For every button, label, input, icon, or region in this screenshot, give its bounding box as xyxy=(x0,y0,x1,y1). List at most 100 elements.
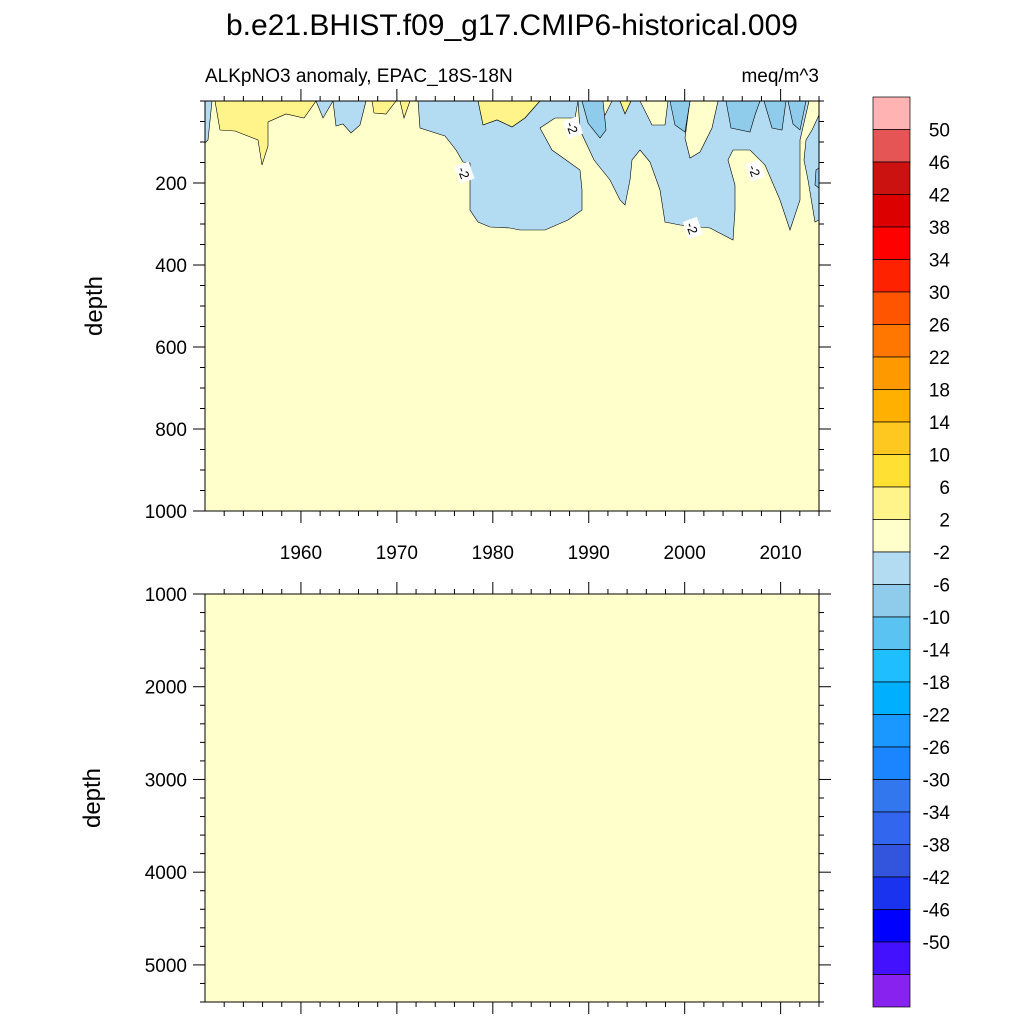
y-tick-label: 3000 xyxy=(145,770,187,791)
contour-label-text: -2 xyxy=(455,165,473,181)
top-panel-variable-label: ALKpNO3 anomaly, EPAC_18S-18N xyxy=(205,66,513,87)
chart-title: b.e21.BHIST.f09_g17.CMIP6-historical.009 xyxy=(226,9,798,42)
colorbar-swatch xyxy=(872,421,911,455)
contour-label-box xyxy=(745,159,766,182)
bottom-panel-y-axis-label: depth xyxy=(79,768,106,828)
x-tick-label: 2010 xyxy=(759,543,801,564)
contour-label: -2 xyxy=(682,216,703,239)
top-panel-axes: 200 400 600 800 1000 1960 1970 1980 1990 2000 2010 xyxy=(145,89,831,564)
y-tick-label: 800 xyxy=(155,420,187,441)
colorbar-swatch xyxy=(872,389,911,423)
colorbar-label: 18 xyxy=(929,381,950,402)
colorbar-swatch xyxy=(872,259,911,293)
negative-anomaly-region xyxy=(803,114,820,223)
colorbar-swatch xyxy=(872,746,911,780)
colorbar-swatch xyxy=(872,909,911,943)
y-tick-label: 600 xyxy=(155,338,187,359)
colorbar-swatch xyxy=(872,161,911,195)
contour-label-text: -2 xyxy=(563,120,581,136)
colorbar-label: 22 xyxy=(929,348,950,369)
negative-anomaly-region xyxy=(577,100,810,241)
colorbar-swatch xyxy=(872,876,911,910)
colorbar-label: 14 xyxy=(929,413,951,434)
colorbar-label: -10 xyxy=(923,608,950,629)
top-panel-y-axis-label: depth xyxy=(81,276,108,336)
top-contour-labels: -2 -2 -2 -2 xyxy=(454,116,766,239)
contour-label-text: -2 xyxy=(683,220,701,236)
y-tick-label: 1000 xyxy=(145,502,187,523)
positive-anomaly-region xyxy=(214,100,317,166)
colorbar-label: -42 xyxy=(923,868,950,889)
colorbar-swatch xyxy=(872,129,911,163)
colorbar-label: -18 xyxy=(923,673,950,694)
colorbar-swatch xyxy=(872,96,911,130)
colorbar-swatch xyxy=(872,226,911,260)
bottom-panel: depth 1000 2000 3000 4000 5000 xyxy=(79,582,831,1014)
colorbar-swatch xyxy=(872,291,911,325)
contour-label: -2 xyxy=(562,116,584,139)
colorbar-label: -50 xyxy=(923,933,950,954)
colorbar-swatch xyxy=(872,974,911,1008)
x-tick-label: 2000 xyxy=(664,543,706,564)
y-tick-label: 2000 xyxy=(145,678,187,699)
colorbar-label: 34 xyxy=(929,251,951,272)
top-panel-contours xyxy=(204,100,820,241)
colorbar-swatch xyxy=(872,454,911,488)
contour-label-box xyxy=(562,116,584,139)
colorbar-label: -22 xyxy=(923,706,950,727)
x-tick-label: 1970 xyxy=(376,543,418,564)
top-panel: -2 -2 -2 -2 ALKpNO3 anomaly, EPAC_18S-18N m… xyxy=(81,66,831,564)
colorbar-label: -34 xyxy=(923,803,951,824)
colorbar-label: -46 xyxy=(923,901,950,922)
y-tick-label: 4000 xyxy=(145,863,187,884)
colorbar-label: 30 xyxy=(929,283,950,304)
contour-label-box xyxy=(682,216,703,239)
colorbar-label: -30 xyxy=(923,771,950,792)
contour-label: -2 xyxy=(745,159,766,182)
colorbar-swatch xyxy=(872,616,911,650)
colorbar-swatch xyxy=(872,551,911,585)
colorbar-label: 38 xyxy=(929,218,950,239)
bottom-panel-background xyxy=(205,594,819,1002)
x-tick-label: 1980 xyxy=(472,543,514,564)
colorbar-swatch xyxy=(872,681,911,715)
top-panel-units-label: meq/m^3 xyxy=(741,66,819,87)
colorbar-swatch xyxy=(872,324,911,358)
colorbar-swatch xyxy=(872,779,911,813)
colorbar-label: -14 xyxy=(923,641,951,662)
colorbar-swatch xyxy=(872,941,911,975)
contour-label: -2 xyxy=(454,161,475,184)
colorbar-swatch xyxy=(872,811,911,845)
y-tick-label: 400 xyxy=(155,256,187,277)
bottom-panel-axes: 1000 2000 3000 4000 5000 xyxy=(145,582,831,1014)
colorbar-swatch xyxy=(872,194,911,228)
colorbar-swatch xyxy=(872,844,911,878)
colorbar-swatch xyxy=(872,519,911,553)
colorbar-label: -26 xyxy=(923,738,950,759)
colorbar-swatch xyxy=(872,649,911,683)
colorbar-label: -38 xyxy=(923,836,950,857)
negative-anomaly-region xyxy=(417,100,583,231)
colorbar-label: -2 xyxy=(933,543,950,564)
colorbar: 50 46 42 38 34 30 26 22 18 14 10 6 2 -2 -6 -10 -14 -18 -22… xyxy=(872,96,951,1008)
y-tick-label: 200 xyxy=(155,174,187,195)
colorbar-swatch xyxy=(872,584,911,618)
colorbar-label: 26 xyxy=(929,316,950,337)
x-tick-label: 1990 xyxy=(568,543,610,564)
contour-label-text: -2 xyxy=(745,163,763,179)
colorbar-swatch xyxy=(872,486,911,520)
colorbar-label: -6 xyxy=(933,576,950,597)
colorbar-label: 6 xyxy=(939,478,950,499)
colorbar-label: 2 xyxy=(939,511,950,532)
colorbar-label: 46 xyxy=(929,153,950,174)
x-tick-label: 1960 xyxy=(280,543,322,564)
colorbar-swatch xyxy=(872,714,911,748)
y-tick-label: 5000 xyxy=(145,956,187,977)
contour-label-box xyxy=(454,161,475,184)
colorbar-swatch xyxy=(872,356,911,390)
colorbar-label: 42 xyxy=(929,186,950,207)
y-tick-label: 1000 xyxy=(145,585,187,606)
colorbar-label: 50 xyxy=(929,121,950,142)
colorbar-label: 10 xyxy=(929,446,950,467)
